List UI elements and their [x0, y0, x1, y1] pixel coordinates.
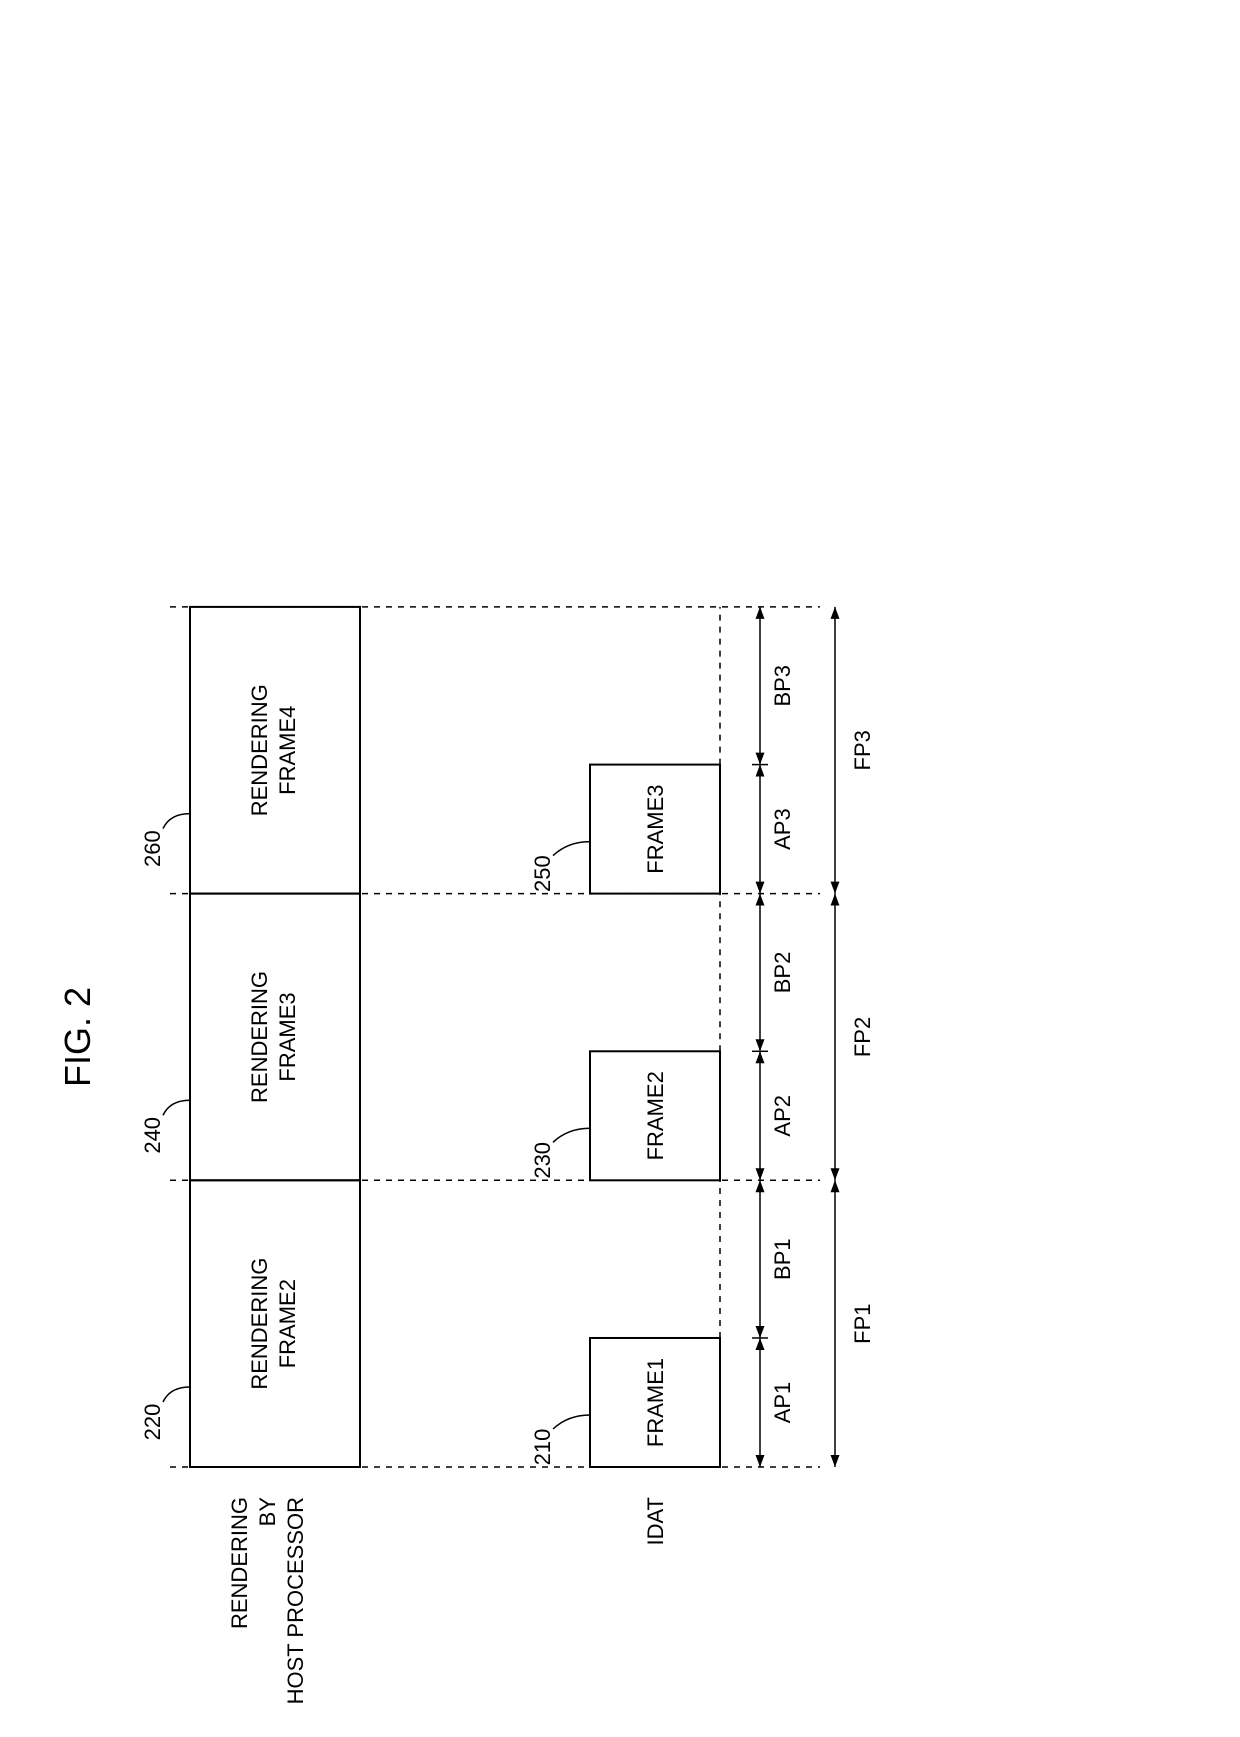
reference-leader [163, 1387, 190, 1402]
bp-label: BP1 [770, 1238, 795, 1280]
reference-number: 220 [140, 1404, 165, 1441]
reference-leader [553, 1128, 590, 1142]
reference-number: 260 [140, 830, 165, 867]
frame-box-label: FRAME1 [643, 1358, 668, 1447]
row2-label: IDAT [643, 1497, 668, 1545]
row1-label: RENDERING [227, 1497, 252, 1629]
frame-box-label: FRAME3 [643, 784, 668, 873]
rendering-box-line1: RENDERING [247, 1258, 272, 1390]
row1-label: BY [255, 1497, 280, 1527]
rendering-box-line1: RENDERING [247, 971, 272, 1103]
frame-box-label: FRAME2 [643, 1071, 668, 1160]
page: FIG. 2RENDERINGBYHOST PROCESSORIDATRENDE… [0, 0, 1240, 1737]
fp-label: FP2 [850, 1017, 875, 1057]
reference-number: 210 [530, 1429, 555, 1466]
rendering-box-line1: RENDERING [247, 684, 272, 816]
reference-leader [163, 814, 190, 829]
reference-number: 240 [140, 1117, 165, 1154]
timing-diagram: FIG. 2RENDERINGBYHOST PROCESSORIDATRENDE… [0, 0, 1240, 1737]
reference-number: 230 [530, 1142, 555, 1179]
reference-leader [163, 1100, 190, 1115]
ap-label: AP1 [770, 1382, 795, 1424]
fp-label: FP1 [850, 1303, 875, 1343]
rendering-box-line2: FRAME2 [275, 1279, 300, 1368]
bp-label: BP2 [770, 952, 795, 994]
ap-label: AP2 [770, 1095, 795, 1137]
figure-title: FIG. 2 [57, 987, 98, 1087]
reference-leader [553, 1415, 590, 1429]
reference-leader [553, 842, 590, 856]
rendering-box-line2: FRAME4 [275, 706, 300, 795]
row1-label: HOST PROCESSOR [283, 1497, 308, 1704]
bp-label: BP3 [770, 665, 795, 707]
fp-label: FP3 [850, 730, 875, 770]
rendering-box-line2: FRAME3 [275, 992, 300, 1081]
ap-label: AP3 [770, 808, 795, 850]
reference-number: 250 [530, 855, 555, 892]
